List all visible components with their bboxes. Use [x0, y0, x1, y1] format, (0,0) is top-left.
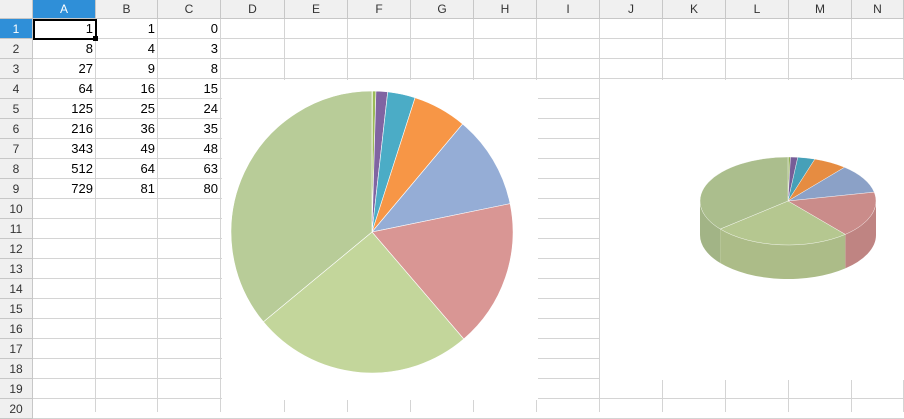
column-header-l[interactable]: L	[726, 0, 789, 19]
row-header-9[interactable]: 9	[0, 179, 33, 199]
cell-b1[interactable]: 1	[96, 19, 158, 39]
row-header-6[interactable]: 6	[0, 119, 33, 139]
column-header-e[interactable]: E	[285, 0, 348, 19]
row-header-14[interactable]: 14	[0, 279, 33, 299]
row-header-13[interactable]: 13	[0, 259, 33, 279]
cell-c8[interactable]: 63	[158, 159, 221, 179]
cell-a5[interactable]: 125	[33, 99, 96, 119]
column-header-k[interactable]: K	[663, 0, 726, 19]
column-header-m[interactable]: M	[789, 0, 852, 19]
cell-c1[interactable]: 0	[158, 19, 221, 39]
cell-b6[interactable]: 36	[96, 119, 158, 139]
cell-b4[interactable]: 16	[96, 79, 158, 99]
column-header-j[interactable]: J	[600, 0, 663, 19]
cell-c6[interactable]: 35	[158, 119, 221, 139]
pie-chart-2d-area[interactable]	[222, 80, 538, 400]
cell-c7[interactable]: 48	[158, 139, 221, 159]
cell-a7[interactable]: 343	[33, 139, 96, 159]
cell-a6[interactable]: 216	[33, 119, 96, 139]
cell-b7[interactable]: 49	[96, 139, 158, 159]
cell-c2[interactable]: 3	[158, 39, 221, 59]
row-header-20[interactable]: 20	[0, 399, 33, 419]
column-header-h[interactable]: H	[474, 0, 537, 19]
cell-b9[interactable]: 81	[96, 179, 158, 199]
cell-a8[interactable]: 512	[33, 159, 96, 179]
column-header-c[interactable]: C	[158, 0, 221, 19]
row-header-11[interactable]: 11	[0, 219, 33, 239]
cell-c4[interactable]: 15	[158, 79, 221, 99]
column-header-d[interactable]: D	[221, 0, 285, 19]
cell-c9[interactable]: 80	[158, 179, 221, 199]
column-header-a[interactable]: A	[33, 0, 96, 19]
row-header-5[interactable]: 5	[0, 99, 33, 119]
row-header-16[interactable]: 16	[0, 319, 33, 339]
cell-cursor	[33, 19, 97, 40]
select-all-corner[interactable]	[0, 0, 33, 19]
row-header-4[interactable]: 4	[0, 79, 33, 99]
fill-handle[interactable]	[93, 36, 98, 41]
pie-chart-3d-area[interactable]	[600, 80, 904, 380]
row-header-18[interactable]: 18	[0, 359, 33, 379]
row-header-2[interactable]: 2	[0, 39, 33, 59]
cell-c3[interactable]: 8	[158, 59, 221, 79]
cell-b3[interactable]: 9	[96, 59, 158, 79]
row-header-8[interactable]: 8	[0, 159, 33, 179]
column-header-b[interactable]: B	[96, 0, 158, 19]
cell-b2[interactable]: 4	[96, 39, 158, 59]
pie-chart-2d[interactable]	[222, 80, 538, 400]
row-header-17[interactable]: 17	[0, 339, 33, 359]
column-header-n[interactable]: N	[852, 0, 904, 19]
row-header-3[interactable]: 3	[0, 59, 33, 79]
row-header-12[interactable]: 12	[0, 239, 33, 259]
cell-b8[interactable]: 64	[96, 159, 158, 179]
row-header-1[interactable]: 1	[0, 19, 33, 39]
column-header-i[interactable]: I	[537, 0, 600, 19]
row-header-15[interactable]: 15	[0, 299, 33, 319]
column-header-g[interactable]: G	[411, 0, 474, 19]
column-header-f[interactable]: F	[348, 0, 411, 19]
pie-chart-3d[interactable]	[600, 80, 904, 380]
cell-a4[interactable]: 64	[33, 79, 96, 99]
row-header-19[interactable]: 19	[0, 379, 33, 399]
row-header-10[interactable]: 10	[0, 199, 33, 219]
cell-b5[interactable]: 25	[96, 99, 158, 119]
cell-a9[interactable]: 729	[33, 179, 96, 199]
cell-c5[interactable]: 24	[158, 99, 221, 119]
cell-a2[interactable]: 8	[33, 39, 96, 59]
row-header-7[interactable]: 7	[0, 139, 33, 159]
cell-a3[interactable]: 27	[33, 59, 96, 79]
